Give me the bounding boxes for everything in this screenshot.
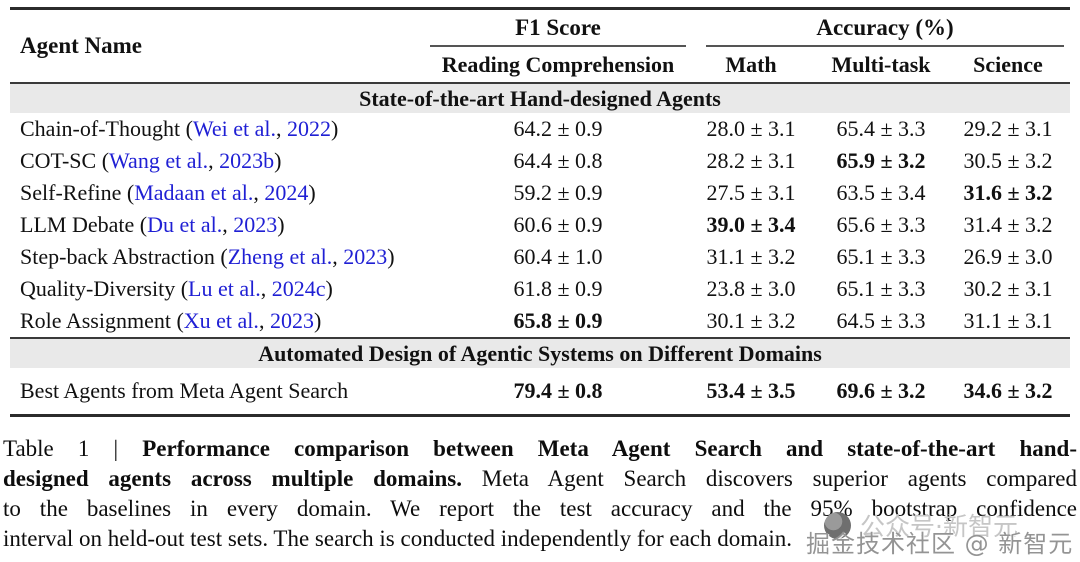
caption-line: to the baselines in every domain. We rep… bbox=[3, 494, 1077, 524]
caption-text: Table 1 | bbox=[3, 436, 143, 461]
table-row: Quality-Diversity (Lu et al., 2024c) 61.8… bbox=[10, 273, 1070, 305]
table-row: Self-Refine (Madaan et al., 2024) 59.2 ± … bbox=[10, 177, 1070, 209]
score-cell: 64.5 ± 3.3 bbox=[836, 308, 926, 333]
score-cell: 28.2 ± 3.1 bbox=[706, 148, 796, 173]
score-cell: 31.6 ± 3.2 bbox=[963, 180, 1053, 205]
table-row: Chain-of-Thought (Wei et al., 2022) 64.2 … bbox=[10, 113, 1070, 145]
citation-link[interactable]: 2023b bbox=[219, 148, 275, 173]
score-cell: 69.6 ± 3.2 bbox=[836, 378, 926, 403]
score-cell: 27.5 ± 3.1 bbox=[706, 180, 796, 205]
caption-text: interval on held-out test sets. The sear… bbox=[3, 526, 792, 551]
citation-link[interactable]: 2023 bbox=[233, 212, 278, 237]
caption-text: Performance comparison between Meta Agen… bbox=[142, 436, 1077, 461]
results-table: Agent Name F1 Score Accuracy (%) Reading… bbox=[10, 7, 1070, 417]
table-row-best-agents: Best Agents from Meta Agent Search 79.4 ±… bbox=[10, 368, 1070, 414]
score-cell: 64.2 ± 0.9 bbox=[513, 116, 603, 141]
table-row: Step-back Abstraction (Zheng et al., 202… bbox=[10, 241, 1070, 273]
caption: Table 1 | Performance comparison between… bbox=[3, 434, 1077, 554]
caption-text: designed agents across multiple domains. bbox=[3, 466, 462, 491]
table-row: Role Assignment (Xu et al., 2023) 65.8 ± … bbox=[10, 305, 1070, 337]
score-cell: 39.0 ± 3.4 bbox=[706, 212, 796, 237]
table-bottom-rule bbox=[10, 414, 1070, 417]
score-cell: 79.4 ± 0.8 bbox=[513, 378, 603, 403]
column-group-f1-score: F1 Score bbox=[430, 15, 686, 47]
score-cell: 61.8 ± 0.9 bbox=[513, 276, 603, 301]
agent-name-cell: Chain-of-Thought (Wei et al., 2022) bbox=[20, 116, 339, 141]
citation-link[interactable]: 2023 bbox=[343, 244, 388, 269]
section-divider-rule bbox=[10, 337, 1070, 339]
citation-link[interactable]: Xu et al. bbox=[183, 308, 259, 333]
table-rows: Chain-of-Thought (Wei et al., 2022) 64.2 … bbox=[10, 113, 1070, 337]
citation-link[interactable]: 2023 bbox=[269, 308, 314, 333]
score-cell: 31.1 ± 3.2 bbox=[706, 244, 796, 269]
table-top-rule bbox=[10, 7, 1070, 10]
agent-name-cell: Step-back Abstraction (Zheng et al., 202… bbox=[20, 244, 395, 269]
score-cell: 31.4 ± 3.2 bbox=[963, 212, 1053, 237]
citation-link[interactable]: 2024c bbox=[271, 276, 326, 301]
caption-text: Meta Agent Search discovers superior age… bbox=[461, 466, 1077, 491]
score-cell: 64.4 ± 0.8 bbox=[513, 148, 603, 173]
column-header-reading-comprehension: Reading Comprehension bbox=[441, 51, 675, 77]
column-header-agent-name: Agent Name bbox=[20, 33, 142, 58]
score-cell: 30.1 ± 3.2 bbox=[706, 308, 796, 333]
score-cell: 59.2 ± 0.9 bbox=[513, 180, 603, 205]
score-cell: 31.1 ± 3.1 bbox=[963, 308, 1053, 333]
column-group-accuracy: Accuracy (%) bbox=[706, 15, 1064, 47]
agent-name-cell: Best Agents from Meta Agent Search bbox=[20, 378, 349, 403]
score-cell: 30.2 ± 3.1 bbox=[963, 276, 1053, 301]
caption-line: designed agents across multiple domains.… bbox=[3, 464, 1077, 494]
agent-name-cell: Role Assignment (Xu et al., 2023) bbox=[20, 308, 322, 333]
score-cell: 65.1 ± 3.3 bbox=[836, 276, 926, 301]
table-row: COT-SC (Wang et al., 2023b) 64.4 ± 0.8 28.… bbox=[10, 145, 1070, 177]
agent-name-cell: Quality-Diversity (Lu et al., 2024c) bbox=[20, 276, 333, 301]
column-header-math: Math bbox=[725, 51, 777, 77]
agent-name-cell: LLM Debate (Du et al., 2023) bbox=[20, 212, 285, 237]
score-cell: 29.2 ± 3.1 bbox=[963, 116, 1053, 141]
section-header-hand-designed: State-of-the-art Hand-designed Agents bbox=[10, 84, 1070, 113]
score-cell: 63.5 ± 3.4 bbox=[836, 180, 926, 205]
score-cell: 65.8 ± 0.9 bbox=[513, 308, 603, 333]
agent-name-cell: Self-Refine (Madaan et al., 2024) bbox=[20, 180, 316, 205]
citation-link[interactable]: Zheng et al. bbox=[227, 244, 333, 269]
score-cell: 65.6 ± 3.3 bbox=[836, 212, 926, 237]
score-cell: 28.0 ± 3.1 bbox=[706, 116, 796, 141]
table-header: Agent Name F1 Score Accuracy (%) Reading… bbox=[10, 10, 1070, 82]
score-cell: 30.5 ± 3.2 bbox=[963, 148, 1053, 173]
citation-link[interactable]: Wei et al. bbox=[192, 116, 277, 141]
score-cell: 60.4 ± 1.0 bbox=[513, 244, 603, 269]
citation-link[interactable]: Lu et al. bbox=[188, 276, 261, 301]
score-cell: 53.4 ± 3.5 bbox=[706, 378, 796, 403]
citation-link[interactable]: Wang et al. bbox=[109, 148, 209, 173]
agent-name-cell: COT-SC (Wang et al., 2023b) bbox=[20, 148, 282, 173]
caption-line: interval on held-out test sets. The sear… bbox=[3, 524, 1077, 554]
final-row-container: Best Agents from Meta Agent Search 79.4 ±… bbox=[10, 368, 1070, 414]
column-header-science: Science bbox=[973, 51, 1043, 77]
score-cell: 65.1 ± 3.3 bbox=[836, 244, 926, 269]
score-cell: 65.4 ± 3.3 bbox=[836, 116, 926, 141]
table-row: LLM Debate (Du et al., 2023) 60.6 ± 0.9 39… bbox=[10, 209, 1070, 241]
citation-link[interactable]: Du et al. bbox=[147, 212, 223, 237]
citation-link[interactable]: 2024 bbox=[264, 180, 309, 205]
citation-link[interactable]: 2022 bbox=[287, 116, 332, 141]
score-cell: 23.8 ± 3.0 bbox=[706, 276, 796, 301]
score-cell: 34.6 ± 3.2 bbox=[963, 378, 1053, 403]
caption-line: Table 1 | Performance comparison between… bbox=[3, 434, 1077, 464]
score-cell: 60.6 ± 0.9 bbox=[513, 212, 603, 237]
header-rule bbox=[10, 82, 1070, 84]
score-cell: 65.9 ± 3.2 bbox=[836, 148, 926, 173]
column-header-multi-task: Multi-task bbox=[831, 51, 931, 77]
caption-text: to the baselines in every domain. We rep… bbox=[3, 496, 1077, 521]
section-header-automated-design: Automated Design of Agentic Systems on D… bbox=[10, 339, 1070, 368]
score-cell: 26.9 ± 3.0 bbox=[963, 244, 1053, 269]
page: { "colors": { "link_blue": "#1f1fd4", "b… bbox=[0, 7, 1080, 562]
citation-link[interactable]: Madaan et al. bbox=[134, 180, 254, 205]
